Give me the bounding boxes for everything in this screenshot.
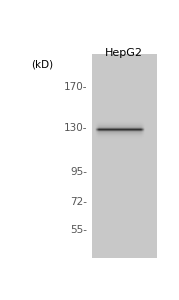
Text: 130-: 130-	[64, 123, 88, 134]
Text: 72-: 72-	[71, 197, 88, 207]
FancyBboxPatch shape	[92, 55, 157, 258]
Text: HepG2: HepG2	[105, 47, 143, 58]
Text: (kD): (kD)	[31, 59, 53, 69]
Text: 170-: 170-	[64, 82, 88, 92]
Text: 95-: 95-	[71, 167, 88, 177]
Text: 55-: 55-	[71, 225, 88, 235]
